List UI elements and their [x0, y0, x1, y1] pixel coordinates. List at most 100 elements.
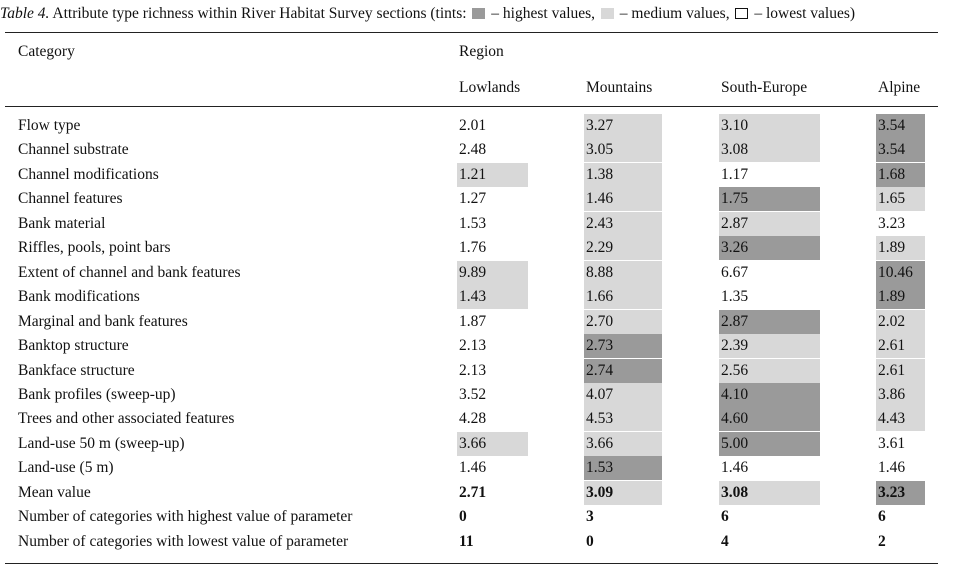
table-cell: 3.54	[876, 138, 925, 163]
table-row: Land-use (5 m) 1.46 1.53 1.46 1.46	[0, 456, 978, 481]
table-cell: 3.52	[459, 385, 487, 403]
table-cell: 2.01	[459, 117, 487, 134]
table-cell: 3.54	[876, 114, 925, 138]
table-cell: 2.70	[584, 309, 662, 334]
table-row: Banktop structure 2.13 2.73 2.39 2.61	[0, 334, 978, 359]
table-cell: 1.46	[721, 459, 749, 477]
row-label: Mean value	[18, 483, 91, 501]
table-cell: 2.87	[719, 211, 820, 236]
table-cell: 3.08	[719, 138, 820, 163]
table-cell: 11	[459, 532, 474, 550]
table-cell: 4	[721, 532, 729, 550]
table-cell: 1.17	[721, 165, 749, 183]
table-row: Number of categories with highest value …	[0, 505, 978, 529]
table-cell: 2.43	[584, 211, 662, 236]
region-header: Region	[459, 43, 504, 60]
table-row: Land-use 50 m (sweep-up) 3.66 3.66 5.00 3.61	[0, 431, 978, 456]
table-cell: 9.89	[457, 260, 528, 285]
row-label: Flow type	[18, 117, 81, 134]
caption-med-text: – medium values,	[615, 5, 734, 22]
table-cell: 4.60	[719, 407, 820, 432]
row-label: Channel modifications	[18, 165, 159, 183]
table-cell: 8.88	[584, 260, 662, 285]
table-row: Number of categories with lowest value o…	[0, 530, 978, 554]
table-cell: 2.39	[719, 334, 820, 359]
row-label: Bank modifications	[18, 288, 140, 306]
table-cell: 4.43	[876, 407, 925, 432]
table-row: Extent of channel and bank features 9.89 8…	[0, 260, 978, 285]
bottom-rule	[5, 563, 938, 564]
row-label: Land-use (5 m)	[18, 459, 114, 477]
lowest-tint-swatch	[735, 8, 749, 19]
row-label: Riffles, pools, point bars	[18, 239, 171, 257]
table-cell: 1.46	[878, 459, 906, 477]
row-label: Bank profiles (sweep-up)	[18, 385, 176, 403]
table-number: Table 4.	[0, 5, 50, 22]
table-caption: Table 4. Attribute type richness within …	[0, 4, 978, 24]
column-header-alpine: Alpine	[878, 79, 921, 96]
table-row: Channel substrate 2.48 3.05 3.08 3.54	[0, 138, 978, 163]
table-cell: 3.66	[584, 431, 662, 456]
row-label: Number of categories with highest value …	[18, 508, 353, 526]
table-cell: 2.48	[459, 141, 487, 159]
highest-tint-swatch	[472, 8, 486, 19]
table-cell: 3.86	[876, 382, 925, 407]
row-label: Bank material	[18, 214, 106, 232]
table-row: Flow type 2.01 3.27 3.10 3.54	[0, 114, 978, 138]
table-cell: 2.02	[876, 309, 925, 334]
row-label: Channel features	[18, 190, 123, 208]
table-cell: 1.43	[457, 285, 528, 310]
table-cell: 4.10	[719, 382, 820, 407]
table-cell: 3.10	[719, 114, 820, 138]
caption-high-text: – highest values,	[487, 5, 599, 22]
table-cell: 2.29	[584, 236, 662, 261]
row-label: Marginal and bank features	[18, 312, 188, 330]
table-cell: 3.61	[878, 434, 906, 452]
table-cell: 2.74	[584, 358, 662, 383]
row-label: Trees and other associated features	[18, 410, 235, 428]
table-cell: 1.53	[584, 456, 662, 481]
table-cell: 1.89	[876, 285, 925, 310]
row-label: Number of categories with lowest value o…	[18, 532, 349, 550]
table-cell: 3.09	[584, 480, 662, 505]
table-row: Channel features 1.27 1.46 1.75 1.65	[0, 187, 978, 212]
table-cell: 3.23	[876, 480, 925, 505]
table-row: Bank material 1.53 2.43 2.87 3.23	[0, 211, 978, 236]
table-cell: 1.65	[876, 187, 925, 212]
table-row: Bank profiles (sweep-up) 3.52 4.07 4.10 3.86	[0, 382, 978, 407]
table-cell: 1.46	[584, 187, 662, 212]
table-cell: 1.66	[584, 285, 662, 310]
table-cell: 6	[721, 508, 729, 526]
table-cell: 1.75	[719, 187, 820, 212]
table-cell: 0	[459, 508, 467, 526]
table-cell: 1.89	[876, 236, 925, 261]
table-row: Marginal and bank features 1.87 2.70 2.87 2.…	[0, 309, 978, 334]
table-cell: 4.53	[584, 407, 662, 432]
table-cell: 3.23	[878, 214, 906, 232]
column-header-lowlands: Lowlands	[459, 79, 521, 96]
table-cell: 4.07	[584, 382, 662, 407]
column-header-mountains: Mountains	[586, 79, 653, 96]
table-cell: 2.61	[876, 358, 925, 383]
column-header-south-europe: South-Europe	[721, 79, 808, 96]
table-cell: 1.35	[721, 288, 749, 306]
medium-tint-swatch	[600, 8, 614, 19]
table-cell: 1.68	[876, 162, 925, 187]
table-cell: 2.13	[459, 337, 487, 355]
header-rule	[5, 106, 938, 107]
table-cell: 2.61	[876, 334, 925, 359]
table-cell: 1.46	[459, 459, 487, 477]
row-label: Extent of channel and bank features	[18, 263, 241, 281]
row-label: Bankface structure	[18, 361, 135, 379]
table-cell: 3.66	[457, 431, 528, 456]
table-cell: 2.71	[459, 483, 487, 501]
row-label: Banktop structure	[18, 337, 129, 355]
table-cell: 6.67	[721, 263, 749, 281]
table-cell: 1.38	[584, 162, 662, 187]
table-row: Channel modifications 1.21 1.38 1.17 1.68	[0, 162, 978, 187]
table-cell: 1.87	[459, 312, 487, 330]
table-cell: 3	[586, 508, 594, 526]
table-cell: 2.87	[719, 309, 820, 334]
table-cell: 1.53	[459, 214, 487, 232]
table-cell: 0	[586, 532, 594, 550]
